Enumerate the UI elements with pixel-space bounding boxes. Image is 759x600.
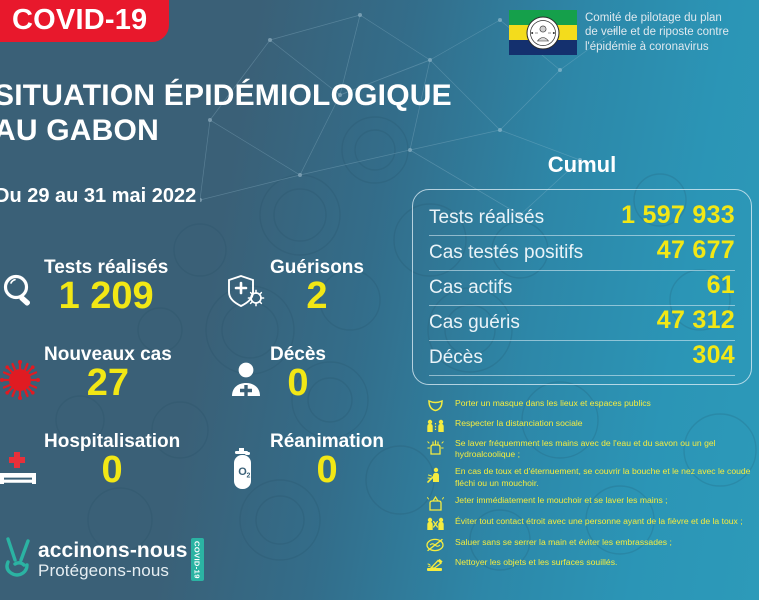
cumul-label: Cas guéris [429,312,520,333]
stat-hospitalisation: Hospitalisation 0 [0,431,222,519]
committee-line-2: de veille et de riposte contre [585,26,729,39]
stat-label: Décès [270,344,326,365]
stat-label: Hospitalisation [44,431,181,452]
tip-item: Se laver fréquemment les mains avec de l… [424,438,754,461]
hospital-bed-icon [0,432,44,488]
shield-cross-virus-icon [222,258,270,312]
cumul-row: Tests réalisés 1 597 933 [429,201,735,236]
coronavirus-icon [0,345,44,401]
committee-logo: Comité de pilotage du plan de veille et … [509,10,729,55]
republic-seal-icon [526,16,560,49]
cumul-table: Tests réalisés 1 597 933 Cas testés posi… [412,189,752,385]
stats-row-1: Tests réalisés 1 209 [0,257,400,345]
wash-hands-icon [424,438,446,455]
tip-item: Saluer sans se serrer la main et éviter … [424,537,754,552]
cumul-row: Cas guéris 47 312 [429,306,735,341]
avoid-contact-icon [424,516,446,531]
vaccination-line-2: Protégeons-nous [38,560,169,580]
stat-deces: Décès 0 [222,344,400,432]
cumul-title: Cumul [547,152,617,177]
tip-text: Jeter immédiatement le mouchoir et se la… [455,494,668,505]
covid19-badge: COVID-19 [0,0,170,43]
prevention-guidelines: Porter un masque dans les lieux et espac… [424,398,754,578]
tip-item: Porter un masque dans les lieux et espac… [424,398,754,412]
daily-stats-grid: Tests réalisés 1 209 [0,257,400,519]
svg-text:2: 2 [247,473,251,480]
stat-value: 2 [306,274,328,317]
stat-label: Tests réalisés [44,257,169,278]
clean-surface-icon [424,557,446,572]
cumul-value: 61 [706,271,735,299]
vaccination-covid-badge: COVID-19 [190,537,204,582]
stats-row-3: Hospitalisation 0 O 2 Réanimation 0 [0,431,400,519]
stat-reanimation: O 2 Réanimation 0 [222,431,400,519]
stat-value: 0 [101,448,123,491]
cumul-value: 47 677 [656,236,735,264]
cumul-value: 47 312 [656,306,735,334]
tip-text: Porter un masque dans les lieux et espac… [455,398,651,408]
cumul-label: Cas actifs [429,277,513,298]
person-cross-icon [222,345,270,399]
cumul-label: Tests réalisés [429,207,545,228]
tip-item: Respecter la distanciation sociale [424,418,754,433]
distance-icon [424,418,446,433]
cumul-label: Cas testés positifs [429,242,584,263]
stats-row-2: Nouveaux cas 27 Décès 0 [0,344,400,432]
stat-value: 1 209 [58,274,154,317]
magnifier-icon [0,258,44,312]
tip-text: Se laver fréquemment les mains avec de l… [455,438,716,460]
stat-nouveaux-cas: Nouveaux cas 27 [0,344,222,432]
cumul-row: Cas actifs 61 [429,271,735,306]
cumul-label: Décès [429,347,483,368]
stat-value: 0 [316,448,338,491]
page-title-line-2: AU GABON [0,114,159,148]
page-title: SITUATION ÉPIDÉMIOLOGIQUE AU GABON [0,78,452,148]
cumul-row: Décès 304 [429,341,735,376]
vaccination-text: accinons-nous Protégeons-nous [38,540,188,579]
cumul-value: 304 [692,341,735,369]
stat-label: Nouveaux cas [44,344,172,365]
committee-line-1: Comité de pilotage du plan [585,12,722,24]
stat-label: Guérisons [270,257,364,278]
stat-tests-realises: Tests réalisés 1 209 [0,257,222,345]
cough-elbow-icon [424,466,446,484]
tip-text: Éviter tout contact étroit avec une pers… [455,516,743,527]
gabon-flag-icon [509,10,577,55]
committee-name: Comité de pilotage du plan de veille et … [585,10,729,54]
tip-item: Éviter tout contact étroit avec une pers… [424,516,754,531]
tip-item: En cas de toux et d'éternuement, se couv… [424,466,754,489]
tip-item: Jeter immédiatement le mouchoir et se la… [424,495,754,511]
no-handshake-icon [424,537,446,552]
tip-text: Saluer sans se serrer la main et éviter … [455,536,672,547]
tip-text: Respecter la distanciation sociale [455,417,583,428]
cumul-value: 1 597 933 [621,201,735,229]
stat-guerisons: Guérisons 2 [222,257,400,345]
vaccination-logo: accinons-nous Protégeons-nous COVID-19 [0,534,204,585]
oxygen-tank-icon: O 2 [222,432,270,492]
tissue-icon [424,495,446,511]
stat-value: 0 [287,361,309,404]
page-title-line-1: SITUATION ÉPIDÉMIOLOGIQUE [0,79,452,112]
tip-item: Nettoyer les objets et les surfaces soui… [424,557,754,572]
svg-text:O: O [238,466,247,478]
committee-line-3: l'épidémie à coronavirus [585,40,709,53]
stat-label: Réanimation [270,431,385,452]
victory-hand-icon [0,534,44,585]
mask-icon [424,398,446,412]
vaccination-line-1: accinons-nous [38,538,188,562]
tip-text: En cas de toux et d'éternuement, se couv… [455,466,751,488]
network-constellation [200,13,617,217]
cumul-row: Cas testés positifs 47 677 [429,236,735,271]
stat-value: 27 [86,361,130,404]
report-period: Du 29 au 31 mai 2022 [0,185,197,207]
tip-text: Nettoyer les objets et les surfaces soui… [455,557,618,568]
